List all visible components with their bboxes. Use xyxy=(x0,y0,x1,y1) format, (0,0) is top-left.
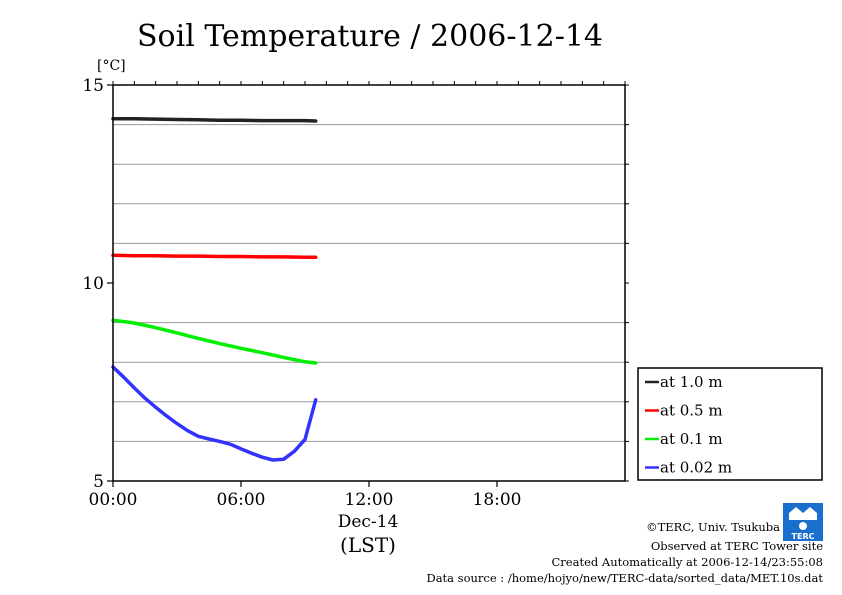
series-line xyxy=(111,365,318,462)
footer-credit: ©TERC, Univ. Tsukuba xyxy=(646,520,780,534)
footer-source: Data source : /home/hojyo/new/TERC-data/… xyxy=(426,571,823,585)
x-axis: 00:00 06:00 12:00 18:00 xyxy=(89,81,626,510)
series-line xyxy=(111,318,318,365)
y-tick-label: 5 xyxy=(93,472,104,492)
legend-label: at 0.1 m xyxy=(660,430,723,448)
terc-logo: TERC xyxy=(783,503,823,541)
x-axis-label: (LST) xyxy=(340,533,396,557)
footer-site: Observed at TERC Tower site xyxy=(651,539,823,553)
legend: at 1.0 m at 0.5 m at 0.1 m at 0.02 m xyxy=(645,373,732,477)
y-axis: 5 10 15 xyxy=(82,76,629,492)
legend-label: at 0.5 m xyxy=(660,402,723,420)
legend-label: at 0.02 m xyxy=(660,459,732,477)
logo-mark xyxy=(789,507,817,520)
logo-text: TERC xyxy=(792,532,815,541)
legend-box xyxy=(637,367,823,481)
y-unit-label: [°C] xyxy=(97,58,126,74)
chart-title: Soil Temperature / 2006-12-14 xyxy=(137,19,603,54)
plot-frame xyxy=(112,84,626,482)
logo-drop xyxy=(799,522,807,530)
x-date-label: Dec-14 xyxy=(338,512,399,532)
footer-created: Created Automatically at 2006-12-14/23:5… xyxy=(552,555,824,569)
series-line xyxy=(111,253,318,260)
legend-label: at 1.0 m xyxy=(660,373,723,391)
x-tick-label: 12:00 xyxy=(345,490,394,510)
y-tick-label: 10 xyxy=(82,274,104,294)
gridlines xyxy=(113,124,625,442)
x-tick-label: 18:00 xyxy=(473,490,522,510)
series-line xyxy=(111,116,318,123)
x-tick-label: 00:00 xyxy=(89,490,138,510)
series-lines xyxy=(111,116,318,462)
y-tick-label: 15 xyxy=(82,76,104,96)
x-tick-label: 06:00 xyxy=(217,490,266,510)
